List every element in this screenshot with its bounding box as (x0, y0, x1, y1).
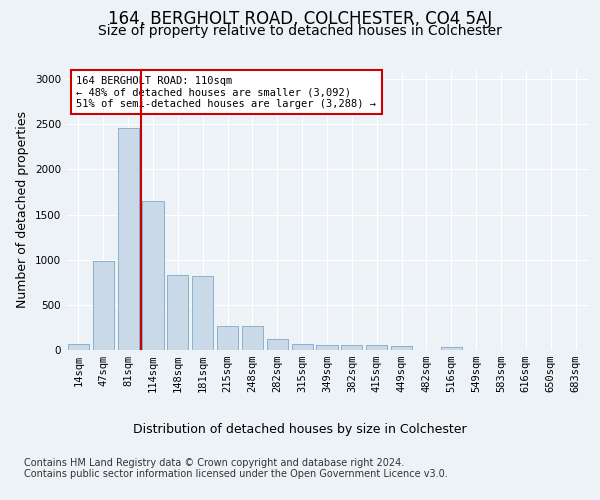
Bar (142, 201, 164, 350)
Bar (118, 128, 139, 350)
Y-axis label: Number of detached properties: Number of detached properties (16, 112, 29, 308)
Bar (242, 326, 263, 350)
Bar (167, 275, 188, 350)
Bar (217, 326, 238, 350)
Text: 164 BERGHOLT ROAD: 110sqm
← 48% of detached houses are smaller (3,092)
51% of se: 164 BERGHOLT ROAD: 110sqm ← 48% of detac… (76, 76, 376, 109)
Bar (366, 346, 387, 350)
Bar (391, 346, 412, 350)
Text: Contains HM Land Registry data © Crown copyright and database right 2024.
Contai: Contains HM Land Registry data © Crown c… (24, 458, 448, 479)
Bar (93, 262, 114, 350)
Bar (192, 276, 213, 350)
Text: Distribution of detached houses by size in Colchester: Distribution of detached houses by size … (133, 422, 467, 436)
Text: 164, BERGHOLT ROAD, COLCHESTER, CO4 5AJ: 164, BERGHOLT ROAD, COLCHESTER, CO4 5AJ (108, 10, 492, 28)
Text: Size of property relative to detached houses in Colchester: Size of property relative to detached ho… (98, 24, 502, 38)
Bar (441, 348, 462, 350)
Bar (292, 344, 313, 350)
Bar (341, 346, 362, 350)
Bar (267, 339, 288, 350)
Bar (316, 345, 338, 350)
Bar (68, 344, 89, 350)
